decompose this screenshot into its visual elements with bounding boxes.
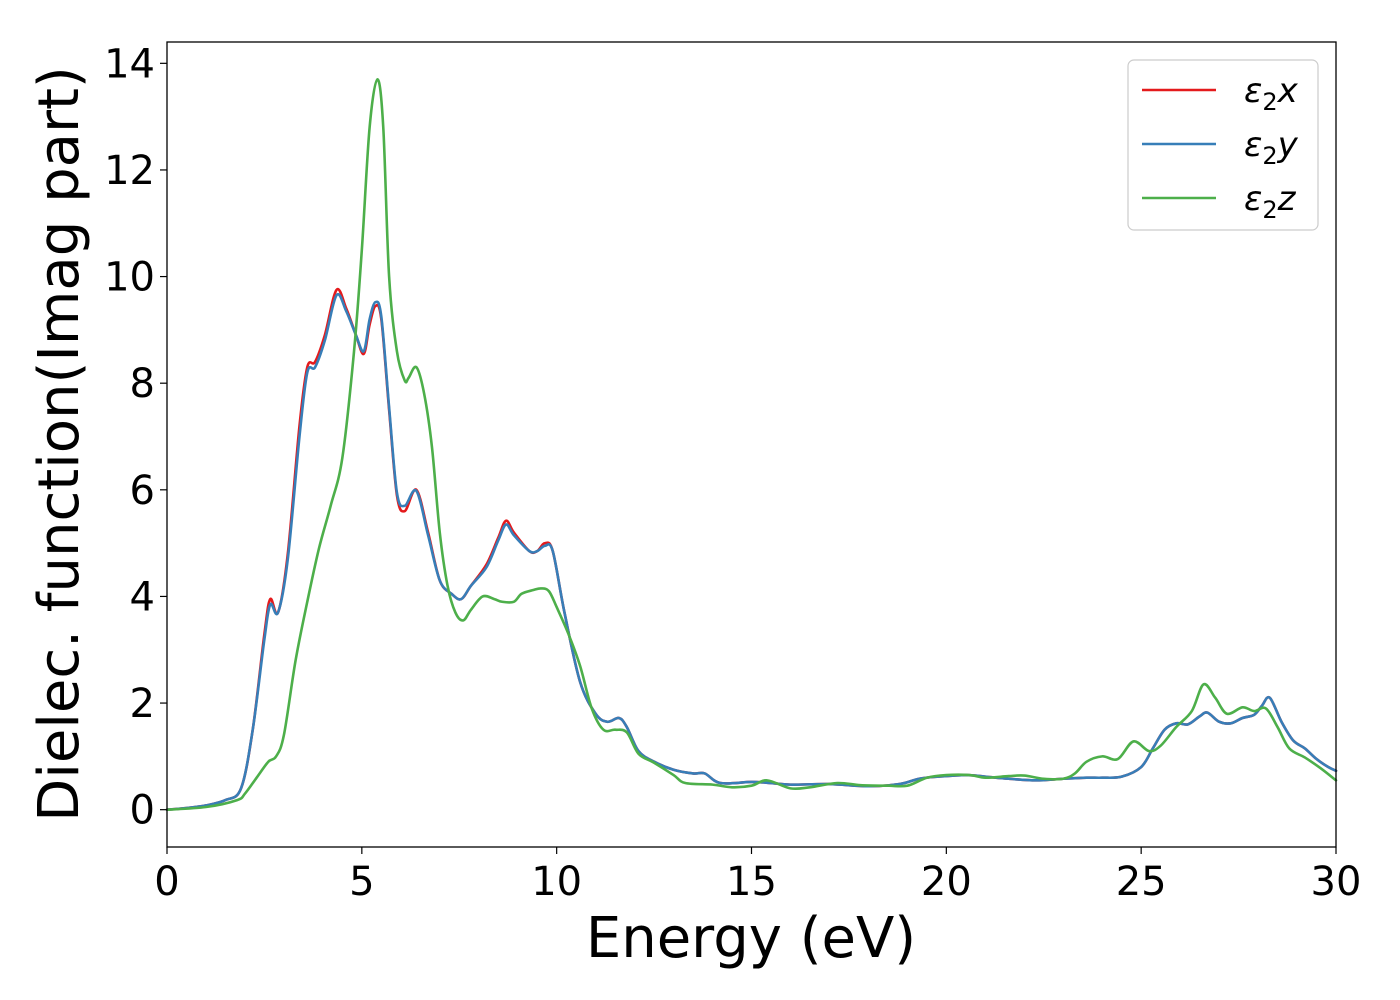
series-group [165,78,1338,811]
x-tick-label: 10 [531,859,582,905]
legend-label-2: ε2y [1244,125,1299,170]
legend-label-1: ε2x [1244,71,1299,116]
x-tick-label: 0 [154,859,179,905]
y-tick-label: 4 [130,574,155,620]
x-tick-label: 20 [921,859,972,905]
y-tick-label: 0 [130,788,155,834]
y-tick-label: 6 [130,468,155,514]
series-line-3 [165,78,1338,811]
y-axis-title: Dielec. function(Imag part) [27,66,92,822]
x-tick-label: 15 [726,859,777,905]
y-tick-label: 14 [104,41,155,87]
x-tick-label: 5 [349,859,374,905]
legend-box [1127,59,1319,231]
series-line-2 [165,292,1338,811]
y-tick-label: 10 [104,255,155,301]
legend-label-3: ε2z [1244,179,1297,224]
y-tick-label: 2 [130,681,155,727]
y-tick-label: 8 [130,361,155,407]
y-tick-label: 12 [104,148,155,194]
legend: ε2x ε2y ε2z [1127,59,1319,231]
x-axis: 0 5 10 15 20 25 30 [154,847,1361,905]
y-axis: 0 2 4 6 8 10 12 14 [104,41,167,834]
x-tick-label: 25 [1116,859,1167,905]
x-tick-label: 30 [1311,859,1362,905]
x-axis-title: Energy (eV) [586,906,916,971]
